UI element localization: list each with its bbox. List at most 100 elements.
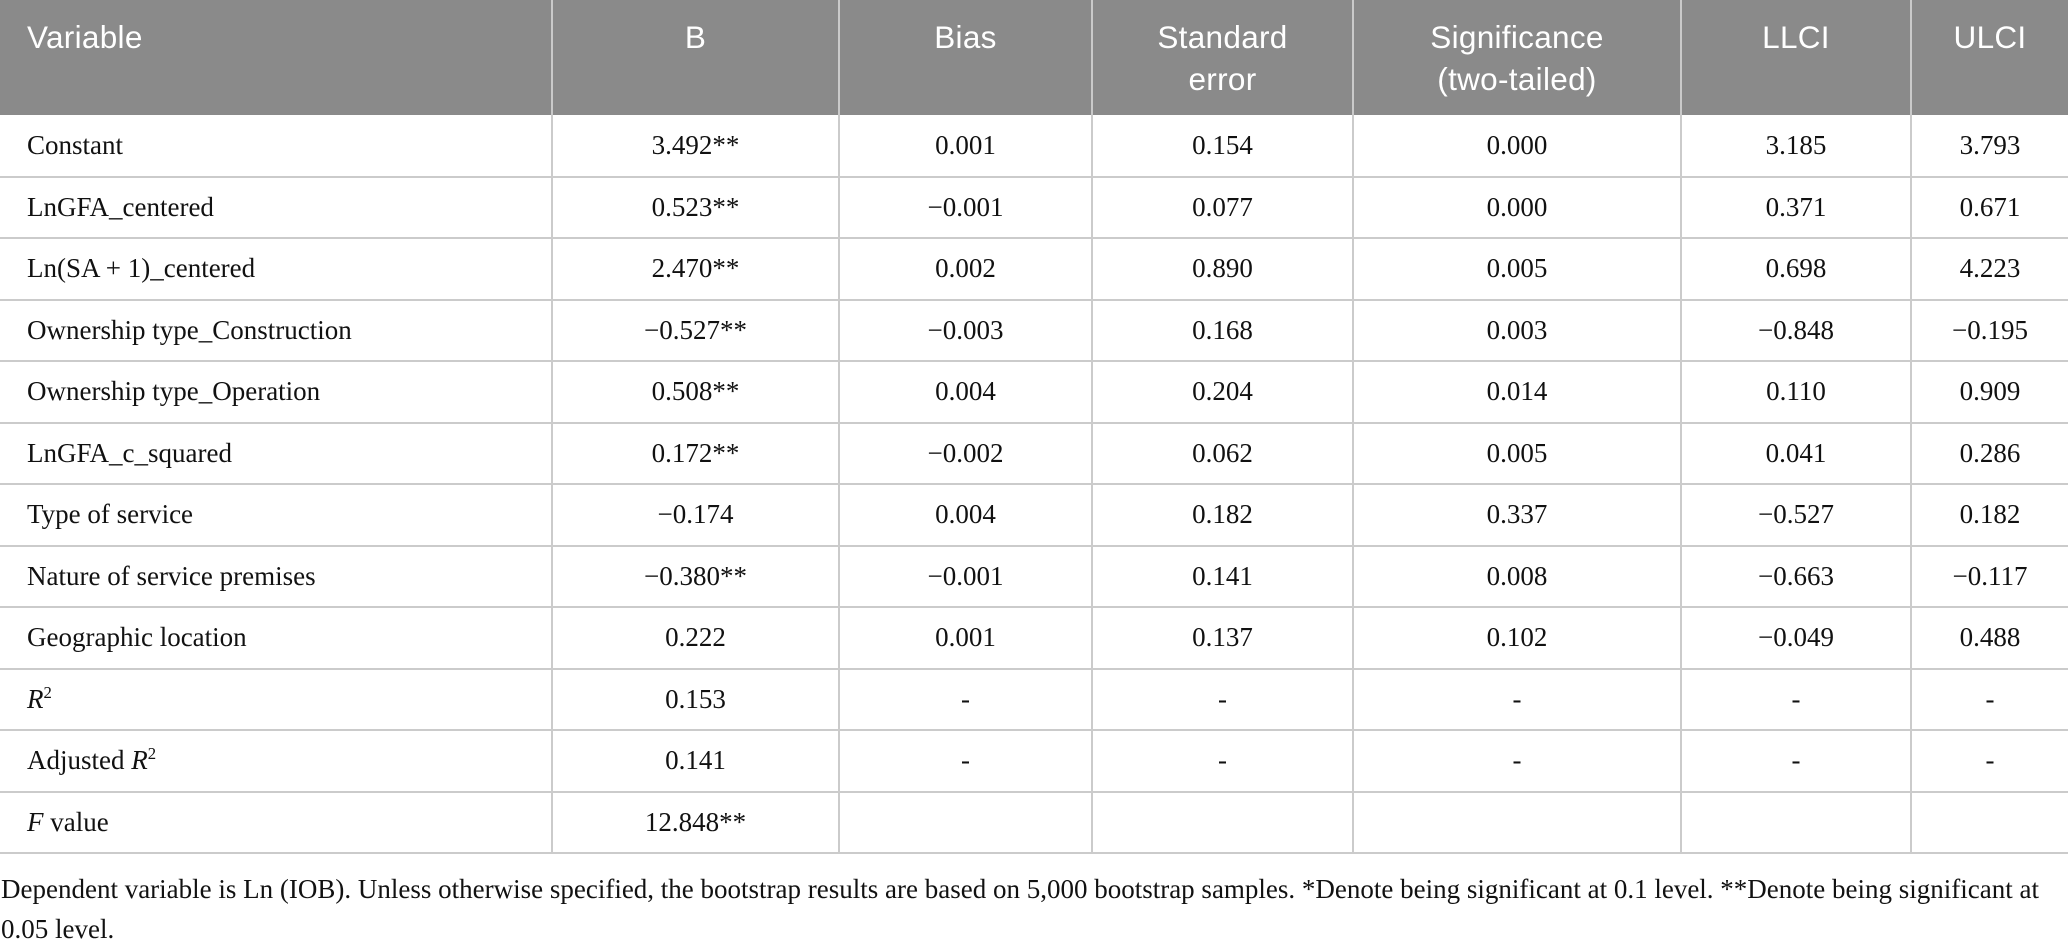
variable-label-segment: value xyxy=(43,806,109,837)
value-cell: −0.001 xyxy=(838,544,1092,607)
value-cell xyxy=(1910,790,2068,854)
value-cell: 0.222 xyxy=(551,606,839,669)
value-cell: - xyxy=(1091,729,1353,792)
value-cell: 0.671 xyxy=(1910,175,2068,238)
table-row: Type of service −0.174 0.004 0.182 0.337 −0.5… xyxy=(0,483,2068,546)
value-cell: 0.523** xyxy=(551,175,839,238)
variable-cell: Nature of service premises xyxy=(0,544,552,607)
variable-cell: LnGFA_c_squared xyxy=(0,421,552,484)
value-cell: 0.488 xyxy=(1910,606,2068,669)
variable-cell: Ownership type_Operation xyxy=(0,360,552,423)
table-row: Adjusted R2 0.141- - - - - xyxy=(0,729,2068,792)
table-header: Variable B Bias Standard error Significa… xyxy=(0,0,2068,115)
column-header-b: B xyxy=(551,0,839,115)
value-cell: - xyxy=(1910,667,2068,730)
variable-label-segment: R xyxy=(131,745,148,776)
value-cell xyxy=(838,790,1092,854)
value-cell: 0.077 xyxy=(1091,175,1353,238)
value-cell: 0.000 xyxy=(1352,115,1681,177)
value-cell: 0.004 xyxy=(838,360,1092,423)
value-cell: 0.698 xyxy=(1680,237,1911,300)
value-cell: −0.174 xyxy=(551,483,839,546)
column-header-variable: Variable xyxy=(0,0,552,115)
variable-label-segment: R xyxy=(27,683,44,714)
value-cell: - xyxy=(1091,667,1353,730)
value-cell: 0.002 xyxy=(838,237,1092,300)
value-cell: −0.003 xyxy=(838,298,1092,361)
value-cell: 0.337 xyxy=(1352,483,1681,546)
table-row: Ownership type_Construction −0.527** −0.00… xyxy=(0,298,2068,361)
value-cell: 0.000 xyxy=(1352,175,1681,238)
value-cell: 12.848** xyxy=(551,790,839,854)
value-cell: 0.014 xyxy=(1352,360,1681,423)
table-row: Ownership type_Operation 0.508** 0.004 0.20… xyxy=(0,360,2068,423)
value-cell: −0.001 xyxy=(838,175,1092,238)
value-cell: −0.848 xyxy=(1680,298,1911,361)
value-cell: 0.008 xyxy=(1352,544,1681,607)
value-cell: 0.003 xyxy=(1352,298,1681,361)
table-row: R2 0.153- - - - - xyxy=(0,667,2068,730)
value-cell: 0.182 xyxy=(1910,483,2068,546)
value-cell: 2.470** xyxy=(551,237,839,300)
regression-results-table: Variable B Bias Standard error Significa… xyxy=(0,0,2068,854)
column-header-llci: LLCI xyxy=(1680,0,1911,115)
value-cell: 0.001 xyxy=(838,115,1092,177)
value-cell: - xyxy=(1910,729,2068,792)
column-header-significance: Significance (two-tailed) xyxy=(1352,0,1681,115)
value-cell: 0.286 xyxy=(1910,421,2068,484)
variable-label-segment: Type of service xyxy=(27,499,194,530)
value-cell: 0.890 xyxy=(1091,237,1353,300)
value-cell: - xyxy=(1352,667,1681,730)
variable-label-segment: Geographic location xyxy=(27,622,247,653)
value-cell: 0.062 xyxy=(1091,421,1353,484)
value-cell: −0.527 xyxy=(1680,483,1911,546)
value-cell: 0.153 xyxy=(551,667,839,730)
value-cell: 0.041 xyxy=(1680,421,1911,484)
variable-cell: R2 xyxy=(0,667,552,730)
value-cell: −0.380** xyxy=(551,544,839,607)
value-cell: 0.004 xyxy=(838,483,1092,546)
table-row: LnGFA_c_squared 0.172** −0.002 0.062 0.005 0.… xyxy=(0,421,2068,484)
variable-cell: Type of service xyxy=(0,483,552,546)
value-cell: - xyxy=(1680,729,1911,792)
variable-label-segment: Constant xyxy=(27,129,124,160)
table-row: F value 12.848** xyxy=(0,790,2068,854)
variable-label-segment: Ownership type_Operation xyxy=(27,376,321,407)
value-cell: 0.005 xyxy=(1352,237,1681,300)
variable-label-segment: Ownership type_Construction xyxy=(27,314,352,345)
value-cell: 0.909 xyxy=(1910,360,2068,423)
value-cell: - xyxy=(838,729,1092,792)
variable-label-segment: LnGFA_c_squared xyxy=(27,437,232,468)
value-cell xyxy=(1091,790,1353,854)
table-row: LnGFA_centered 0.523** −0.001 0.077 0.000 0.3… xyxy=(0,175,2068,238)
header-row: Variable B Bias Standard error Significa… xyxy=(0,0,2068,115)
variable-label-segment: 2 xyxy=(43,682,52,702)
value-cell: 0.204 xyxy=(1091,360,1353,423)
value-cell: −0.002 xyxy=(838,421,1092,484)
value-cell: 0.182 xyxy=(1091,483,1353,546)
table-row: Nature of service premises −0.380** −0.001… xyxy=(0,544,2068,607)
variable-label-segment: Ln(SA + 1)_centered xyxy=(27,253,256,284)
variable-label-segment: 2 xyxy=(147,744,157,764)
variable-cell: F value xyxy=(0,790,552,854)
value-cell: −0.527** xyxy=(551,298,839,361)
value-cell: −0.663 xyxy=(1680,544,1911,607)
value-cell: 0.371 xyxy=(1680,175,1911,238)
variable-label-segment: LnGFA_centered xyxy=(27,191,214,222)
table-row: Geographic location 0.222 0.001 0.137 0.102−… xyxy=(0,606,2068,669)
value-cell xyxy=(1352,790,1681,854)
variable-label-segment: F xyxy=(27,806,44,837)
variable-cell: Geographic location xyxy=(0,606,552,669)
value-cell: 0.141 xyxy=(551,729,839,792)
value-cell: 0.508** xyxy=(551,360,839,423)
value-cell: 0.005 xyxy=(1352,421,1681,484)
value-cell: −0.117 xyxy=(1910,544,2068,607)
value-cell: 0.141 xyxy=(1091,544,1353,607)
value-cell: 0.110 xyxy=(1680,360,1911,423)
value-cell: −0.195 xyxy=(1910,298,2068,361)
column-header-standard-error: Standard error xyxy=(1091,0,1353,115)
table-body: Constant 3.492** 0.001 0.154 0.000 3.185 3.793… xyxy=(0,115,2068,854)
variable-cell: Constant xyxy=(0,115,552,177)
value-cell: - xyxy=(838,667,1092,730)
